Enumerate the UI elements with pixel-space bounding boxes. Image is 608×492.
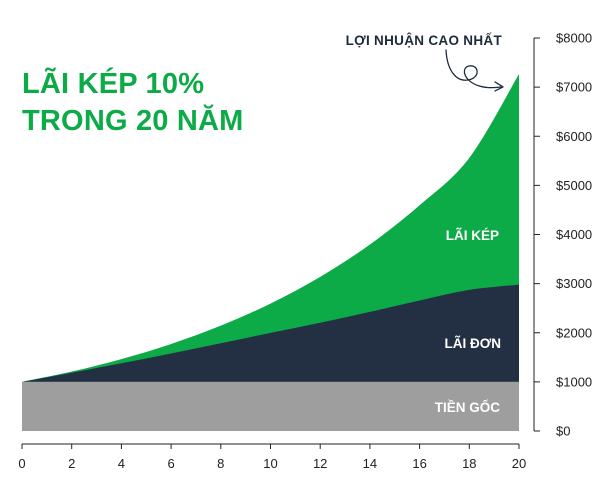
- compound-interest-area: [22, 73, 519, 382]
- x-tick-label: 4: [118, 456, 125, 471]
- x-tick-label: 0: [18, 456, 25, 471]
- y-tick-label: $8000: [556, 31, 592, 46]
- chart-title-line-1: LÃI KÉP 10%: [22, 68, 205, 100]
- x-tick-label: 14: [363, 456, 377, 471]
- x-tick-label: 10: [263, 456, 277, 471]
- x-tick-label: 18: [462, 456, 476, 471]
- y-tick-label: $2000: [556, 325, 592, 340]
- x-tick-label: 12: [313, 456, 327, 471]
- annotation-arrowhead: [494, 81, 504, 92]
- y-tick-label: $4000: [556, 227, 592, 242]
- x-tick-label: 16: [412, 456, 426, 471]
- x-tick-label: 8: [217, 456, 224, 471]
- y-tick-label: $6000: [556, 129, 592, 144]
- principal-area: [22, 381, 519, 431]
- compound-interest-label: LÃI KÉP: [446, 228, 499, 243]
- y-tick-label: $7000: [556, 80, 592, 95]
- y-tick-label: $0: [556, 424, 570, 439]
- simple-interest-area: [22, 284, 519, 382]
- y-tick-label: $1000: [556, 374, 592, 389]
- chart-title-line-2: TRONG 20 NĂM: [22, 105, 244, 137]
- y-tick-label: $5000: [556, 178, 592, 193]
- x-tick-label: 6: [167, 456, 174, 471]
- y-tick-label: $3000: [556, 276, 592, 291]
- simple-interest-label: LÃI ĐƠN: [444, 336, 501, 351]
- x-tick-label: 20: [512, 456, 526, 471]
- principal-label: TIỀN GỐC: [435, 400, 501, 415]
- peak-profit-annotation: LỢI NHUẬN CAO NHẤT: [345, 33, 502, 48]
- x-tick-label: 2: [68, 456, 75, 471]
- annotation-arrow: [445, 49, 502, 89]
